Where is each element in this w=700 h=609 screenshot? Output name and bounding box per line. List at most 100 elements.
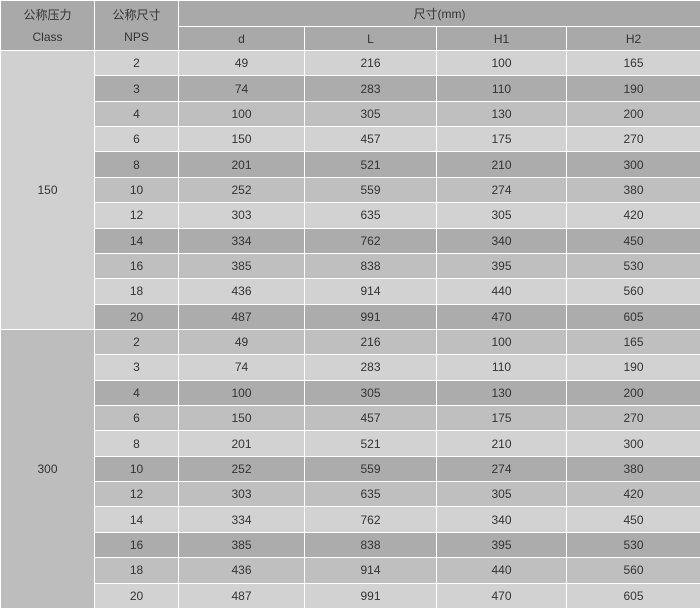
dim-cell-L: 216 [304, 49, 437, 77]
header-col-L: L [304, 26, 437, 51]
dim-cell-L: 457 [304, 126, 437, 153]
dim-cell-L: 635 [304, 202, 437, 229]
header-size-en: NPS [124, 29, 149, 44]
dim-cell-d: 150 [178, 126, 305, 153]
table-row: 8 201 521 210 300 [1, 430, 700, 457]
dim-cell-H1: 110 [436, 354, 567, 381]
dim-cell-d: 334 [178, 506, 305, 533]
table-row: 18 436 914 440 560 [1, 557, 700, 584]
dim-cell-H1: 305 [436, 481, 567, 508]
dim-cell-L: 991 [304, 582, 437, 609]
table-row: 3 74 283 110 190 [1, 75, 700, 102]
table-row: 14 334 762 340 450 [1, 506, 700, 533]
dim-cell-H1: 440 [436, 557, 567, 584]
nps-cell: 18 [94, 278, 179, 305]
table-row: 10 252 559 274 380 [1, 176, 700, 204]
dim-cell-H2: 530 [566, 531, 700, 559]
dim-cell-L: 838 [304, 531, 437, 559]
dim-cell-L: 521 [304, 151, 437, 178]
dim-cell-L: 559 [304, 176, 437, 204]
nps-cell: 12 [94, 481, 179, 508]
dim-cell-L: 521 [304, 430, 437, 457]
dim-cell-d: 49 [178, 49, 305, 77]
nps-cell: 14 [94, 227, 179, 254]
dim-cell-H2: 450 [566, 506, 700, 533]
dim-cell-d: 201 [178, 151, 305, 178]
dim-cell-H1: 210 [436, 151, 567, 178]
dim-cell-d: 252 [178, 455, 305, 483]
dim-cell-d: 487 [178, 303, 305, 330]
dim-cell-L: 635 [304, 481, 437, 508]
table-row: 150 2 49 216 100 165 [0, 49, 700, 330]
dim-cell-d: 436 [178, 278, 305, 305]
nps-cell: 8 [94, 430, 179, 457]
header-dimensions-group: 尺寸(mm) [178, 0, 700, 27]
dim-cell-d: 100 [178, 379, 305, 407]
nps-cell: 20 [94, 582, 179, 609]
dim-cell-L: 762 [304, 506, 437, 533]
dim-cell-H1: 210 [436, 430, 567, 457]
dim-cell-H1: 470 [436, 582, 567, 609]
header-row-dim-columns: d L H1 H2 [1, 26, 700, 51]
nps-cell: 16 [94, 531, 179, 559]
header-col-H1: H1 [436, 26, 567, 51]
dim-cell-L: 216 [304, 328, 437, 356]
table-row: 10 252 559 274 380 [1, 455, 700, 483]
dim-cell-H1: 395 [436, 252, 567, 280]
table-row: 4 100 305 130 200 [1, 100, 700, 128]
nps-cell: 18 [94, 557, 179, 584]
dim-cell-d: 252 [178, 176, 305, 204]
class-cell-150: 150 [0, 50, 95, 330]
table-row: 20 487 991 470 605 [1, 582, 700, 609]
nps-cell: 6 [94, 405, 179, 432]
table-row: 12 303 635 305 420 [1, 481, 700, 508]
dim-cell-d: 74 [178, 75, 305, 102]
header-pressure-cn: 公称压力 [23, 7, 72, 22]
dim-cell-H2: 270 [566, 126, 700, 153]
dim-cell-H2: 605 [566, 582, 700, 609]
table-row: 16 385 838 395 530 [1, 531, 700, 559]
nps-cell: 14 [94, 506, 179, 533]
dim-cell-d: 487 [178, 582, 305, 609]
dim-cell-H2: 300 [566, 430, 700, 457]
nps-cell: 3 [94, 75, 179, 102]
table-row: 6 150 457 175 270 [1, 126, 700, 153]
nps-cell: 3 [94, 354, 179, 381]
dim-cell-H1: 340 [436, 227, 567, 254]
dim-cell-H2: 450 [566, 227, 700, 254]
dim-cell-H2: 270 [566, 405, 700, 432]
dim-cell-L: 559 [304, 455, 437, 483]
table-row: 6 150 457 175 270 [1, 405, 700, 432]
dim-cell-H2: 200 [566, 379, 700, 407]
table-row: 18 436 914 440 560 [1, 278, 700, 305]
dim-cell-d: 385 [178, 531, 305, 559]
header-col-H2: H2 [566, 26, 700, 51]
dim-cell-H2: 380 [566, 176, 700, 204]
dim-cell-H1: 175 [436, 405, 567, 432]
dim-cell-d: 385 [178, 252, 305, 280]
table-row: 12 303 635 305 420 [1, 202, 700, 229]
dim-cell-H1: 100 [436, 328, 567, 356]
dim-cell-H2: 165 [566, 49, 700, 77]
dim-cell-H2: 560 [566, 278, 700, 305]
nps-cell: 16 [94, 252, 179, 280]
dim-cell-H1: 274 [436, 176, 567, 204]
dim-cell-L: 838 [304, 252, 437, 280]
dim-cell-H2: 300 [566, 151, 700, 178]
nps-cell: 10 [94, 176, 179, 204]
dim-cell-H1: 100 [436, 49, 567, 77]
dim-cell-H2: 200 [566, 100, 700, 128]
nps-cell: 20 [94, 303, 179, 330]
dim-cell-H1: 130 [436, 379, 567, 407]
table-row: 20 487 991 470 605 [1, 303, 700, 330]
dim-cell-H1: 175 [436, 126, 567, 153]
dim-cell-L: 762 [304, 227, 437, 254]
dim-cell-H2: 380 [566, 455, 700, 483]
header-pressure-class: 公称压力 Class [0, 0, 95, 51]
table-row: 16 385 838 395 530 [1, 252, 700, 280]
dim-cell-L: 305 [304, 379, 437, 407]
dim-cell-d: 150 [178, 405, 305, 432]
dim-cell-H1: 130 [436, 100, 567, 128]
